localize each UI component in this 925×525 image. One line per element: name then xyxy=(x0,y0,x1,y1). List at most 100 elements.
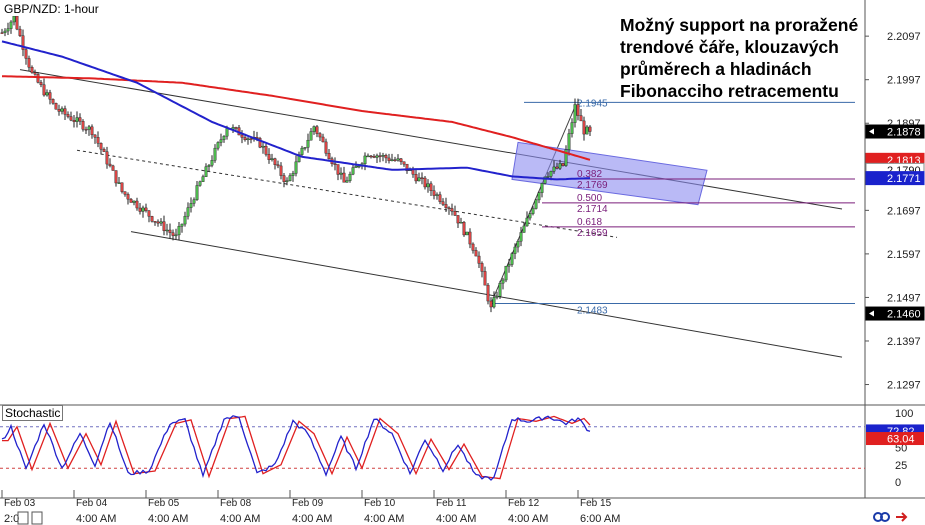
price-axis-label: 2.2097 xyxy=(887,31,921,43)
candle-body xyxy=(369,155,373,158)
candle-body xyxy=(180,223,184,227)
time-axis-date: Feb 11 xyxy=(436,498,467,509)
candle-body xyxy=(492,297,496,308)
moving-average-blue xyxy=(1,40,591,181)
fib-ratio-label: 0.618 xyxy=(577,217,602,228)
candle-body xyxy=(402,161,406,165)
candle-body xyxy=(168,229,172,233)
candle-body xyxy=(141,207,145,212)
candle-body xyxy=(501,279,505,284)
candle-body xyxy=(540,183,544,193)
candle-body xyxy=(162,221,166,231)
candle-body xyxy=(177,226,181,236)
candle-body xyxy=(12,15,16,23)
candle-body xyxy=(261,145,265,148)
candle-body xyxy=(516,240,520,248)
candle-body xyxy=(186,207,190,217)
time-axis-time: 4:00 AM xyxy=(292,513,332,525)
candle-body xyxy=(573,104,577,123)
price-tag-arrow xyxy=(869,128,874,135)
candle-body xyxy=(579,115,583,122)
candle-body xyxy=(576,104,580,116)
candle-body xyxy=(333,163,337,165)
support-zone-box xyxy=(511,141,708,206)
scroll-box-left xyxy=(17,511,29,525)
candle-body xyxy=(438,194,442,202)
candle-body xyxy=(138,207,142,212)
stochastic-axis-label: 0 xyxy=(895,477,901,489)
candle-body xyxy=(483,271,487,286)
candle-body xyxy=(396,158,400,161)
candle-body xyxy=(339,172,343,175)
candle-body xyxy=(351,167,355,175)
candle-body xyxy=(552,166,556,172)
candle-body xyxy=(198,181,202,186)
candle-body xyxy=(6,28,10,32)
candle-body xyxy=(336,164,340,175)
candle-body xyxy=(210,160,214,166)
candle-body xyxy=(246,138,250,141)
candle-body xyxy=(117,182,121,184)
price-axis-label: 2.1397 xyxy=(887,336,921,348)
candle-body xyxy=(363,155,367,165)
price-axis-label: 2.1297 xyxy=(887,380,921,392)
price-tag-label: 2.1771 xyxy=(887,173,921,185)
candle-body xyxy=(282,175,286,182)
time-axis-date: Feb 10 xyxy=(364,498,396,509)
price-axis-label: 2.1997 xyxy=(887,75,921,87)
candle-body xyxy=(54,103,58,110)
candle-body xyxy=(390,159,394,161)
candle-body xyxy=(150,216,154,222)
candle-body xyxy=(582,120,586,135)
candle-body xyxy=(225,128,229,137)
candle-body xyxy=(24,49,28,59)
arrow-right-icon xyxy=(896,512,908,522)
stochastic-d-line xyxy=(2,415,591,480)
candle-body xyxy=(432,190,436,196)
candle-body xyxy=(93,134,97,138)
candle-body xyxy=(567,133,571,150)
scroll-box-right xyxy=(31,511,43,525)
price-tag xyxy=(865,124,925,139)
candle-body xyxy=(465,231,469,236)
candle-body xyxy=(249,138,253,140)
price-tag xyxy=(865,171,925,186)
candle-body xyxy=(519,232,523,242)
candle-body xyxy=(462,222,466,236)
link-icon xyxy=(873,512,890,522)
candle-body xyxy=(132,200,136,203)
candle-body xyxy=(414,174,418,182)
fib-low-label: 2.1483 xyxy=(577,306,608,317)
candle-body xyxy=(507,264,511,267)
candle-body xyxy=(57,109,61,112)
candle-body xyxy=(345,180,349,183)
candle-body xyxy=(375,155,379,158)
price-tag-label: 2.1878 xyxy=(887,127,921,139)
candle-body xyxy=(513,246,517,254)
candle-body xyxy=(69,116,73,121)
candle-body xyxy=(303,147,307,149)
stochastic-axis-label: 50 xyxy=(895,443,907,455)
time-axis-date: Feb 05 xyxy=(148,498,180,509)
candle-body xyxy=(429,183,433,191)
candle-body xyxy=(495,296,499,298)
fib-price-label: 2.1769 xyxy=(577,180,608,191)
candle-body xyxy=(474,250,478,257)
candle-body xyxy=(546,176,550,178)
candle-body xyxy=(189,203,193,208)
candle-body xyxy=(213,147,217,161)
candle-body xyxy=(423,177,427,188)
candle-body xyxy=(21,35,25,50)
candle-body xyxy=(153,221,157,223)
candle-body xyxy=(114,170,118,184)
time-axis-time: 4:00 AM xyxy=(148,513,188,525)
fib-high-label: 2.1945 xyxy=(577,98,608,109)
candle-body xyxy=(48,92,52,100)
time-axis-time: 6:00 AM xyxy=(580,513,620,525)
candle-body xyxy=(588,126,592,132)
link-icon-ring-b xyxy=(880,512,890,522)
candle-body xyxy=(498,282,502,297)
time-axis-time: 4:00 AM xyxy=(220,513,260,525)
